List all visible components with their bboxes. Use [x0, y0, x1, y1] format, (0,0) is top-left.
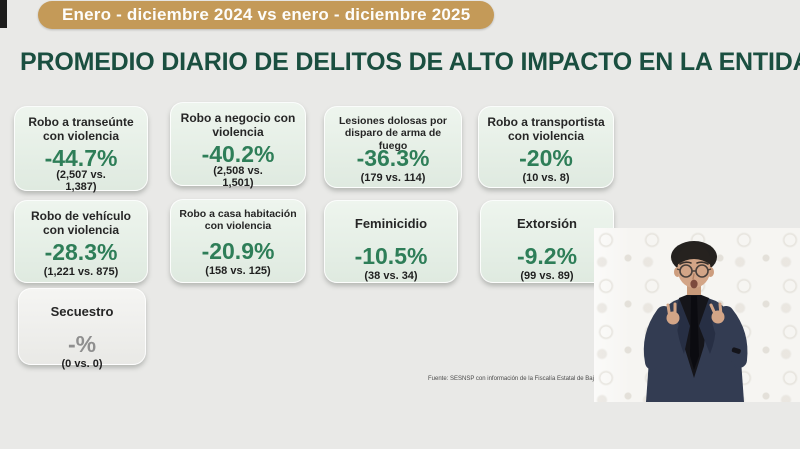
card-percent: -10.5%	[354, 243, 428, 269]
card-title: Robo a transportista con violencia	[487, 115, 605, 144]
source-note: Fuente: SESNSP con información de la Fis…	[428, 376, 621, 382]
card-percent: -20.9%	[201, 238, 275, 264]
card-values: (1,221 vs. 875)	[43, 266, 119, 278]
card-title: Feminicidio	[354, 216, 428, 232]
card-values: (0 vs. 0)	[61, 358, 103, 370]
stat-card-feminicidio: Feminicidio -10.5% (38 vs. 34)	[324, 200, 458, 283]
card-title: Robo a casa habitación con violencia	[179, 208, 297, 233]
card-percent: -40.2%	[201, 141, 275, 167]
stat-card-robo-transportista: Robo a transportista con violencia -20% …	[478, 106, 614, 188]
interpreter-illustration	[643, 241, 748, 402]
card-values: (179 vs. 114)	[360, 172, 426, 184]
stat-card-robo-transeunte: Robo a transeúnte con violencia -44.7% (…	[14, 106, 148, 194]
page-title: PROMEDIO DIARIO DE DELITOS DE ALTO IMPAC…	[20, 48, 800, 76]
card-percent: -9.2%	[516, 243, 578, 269]
card-title: Lesiones dolosas por disparo de arma de …	[339, 115, 447, 152]
date-range-badge: Enero - diciembre 2024 vs enero - diciem…	[38, 1, 495, 29]
letterbox-corner	[0, 0, 7, 28]
card-values: (158 vs. 125)	[205, 265, 271, 277]
card-title: Secuestro	[50, 304, 114, 320]
stat-card-lesiones-dolosas: Lesiones dolosas por disparo de arma de …	[324, 106, 462, 188]
card-percent: -20%	[519, 145, 573, 171]
stat-card-robo-casa-habitacion: Robo a casa habitación con violencia -20…	[170, 199, 306, 283]
card-percent: -28.3%	[44, 239, 118, 265]
card-values: (38 vs. 34)	[364, 270, 418, 282]
card-percent: -44.7%	[44, 145, 118, 171]
card-percent: -%	[67, 331, 97, 357]
stat-card-robo-negocio: Robo a negocio con violencia -40.2% (2,5…	[170, 102, 306, 189]
card-title: Robo a transeúnte con violencia	[28, 115, 134, 144]
stat-card-secuestro: Secuestro -% (0 vs. 0)	[18, 288, 146, 370]
date-range-label: Enero - diciembre 2024 vs enero - diciem…	[62, 5, 471, 24]
card-values: (10 vs. 8)	[522, 172, 570, 184]
card-values: (99 vs. 89)	[520, 270, 574, 282]
stat-card-robo-vehiculo: Robo de vehículo con violencia -28.3% (1…	[14, 200, 148, 283]
stat-card-extorsion: Extorsión -9.2% (99 vs. 89)	[480, 200, 614, 283]
card-percent: -36.3%	[356, 145, 430, 171]
sign-language-interpreter-video	[594, 228, 800, 402]
card-title: Extorsión	[517, 216, 577, 232]
card-values: (2,507 vs. 1,387)	[56, 169, 106, 194]
card-title: Robo a negocio con violencia	[180, 111, 296, 140]
card-title: Robo de vehículo con violencia	[30, 209, 131, 238]
card-values: (2,508 vs. 1,501)	[213, 165, 263, 190]
